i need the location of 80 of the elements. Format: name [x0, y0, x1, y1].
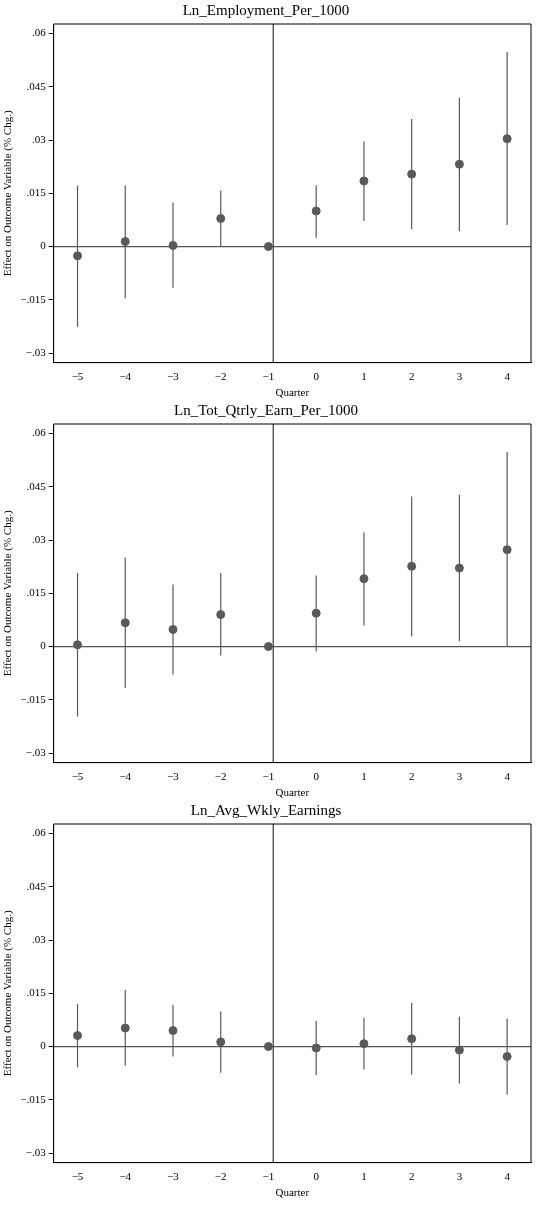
x-tick-label: −3: [167, 1170, 180, 1183]
x-tick-label: 2: [408, 370, 415, 383]
y-tick-label: −.015: [20, 1092, 47, 1105]
point: [216, 214, 226, 223]
x-tick-label: 3: [456, 1170, 463, 1183]
point: [263, 242, 273, 252]
x-tick-label: −4: [119, 1170, 132, 1183]
y-tick-label: .045: [26, 479, 47, 492]
y-tick-label: .045: [26, 879, 47, 892]
point: [502, 545, 512, 555]
x-tick-label: 3: [456, 770, 463, 783]
y-axis-title: Effect on Outcome Variable (% Chg.): [1, 510, 15, 677]
y-tick-label: 0: [40, 639, 47, 652]
point: [359, 176, 369, 186]
y-tick-label: −.015: [20, 292, 47, 305]
y-axis-title: Effect on Outcome Variable (% Chg.): [1, 910, 15, 1077]
x-tick-label: −4: [119, 770, 132, 783]
point: [73, 640, 83, 650]
y-tick-label: .03: [31, 932, 47, 945]
point: [120, 237, 130, 247]
point: [263, 642, 273, 652]
x-tick-label: −1: [262, 770, 275, 783]
x-tick-label: −5: [71, 770, 84, 783]
x-tick-label: −3: [167, 370, 180, 383]
x-axis-title: Quarter: [275, 386, 310, 399]
x-tick-label: −4: [119, 370, 132, 383]
x-tick-label: −2: [214, 770, 227, 783]
x-tick-label: −1: [262, 1170, 275, 1183]
y-tick-label: −.03: [25, 1145, 47, 1158]
x-tick-label: 1: [361, 1170, 367, 1183]
point: [502, 134, 512, 144]
point: [454, 563, 464, 573]
y-tick-label: 0: [40, 1039, 47, 1052]
x-tick-label: 0: [313, 1170, 320, 1183]
point: [120, 618, 130, 628]
point: [73, 251, 83, 261]
x-axis-title: Quarter: [275, 786, 310, 799]
x-tick-label: 2: [408, 770, 415, 783]
x-tick-label: 2: [408, 1170, 415, 1183]
chart-title: Ln_Avg_Wkly_Earnings: [190, 801, 342, 818]
x-tick-label: −1: [262, 370, 275, 383]
y-tick-label: −.03: [25, 745, 47, 758]
x-tick-label: −2: [214, 1170, 227, 1183]
point: [168, 625, 178, 634]
point: [407, 169, 417, 179]
point: [216, 610, 226, 620]
x-tick-label: −2: [214, 370, 227, 383]
y-tick-label: .06: [31, 826, 47, 839]
y-tick-label: −.03: [25, 345, 47, 358]
y-tick-label: .015: [26, 186, 47, 199]
x-tick-label: −5: [71, 1170, 84, 1183]
point: [311, 206, 321, 216]
x-axis-title: Quarter: [275, 1186, 310, 1199]
x-tick-label: 4: [504, 370, 511, 383]
x-tick-label: 4: [504, 770, 511, 783]
point: [407, 561, 417, 571]
y-tick-label: 0: [40, 239, 47, 252]
chart-title: Ln_Tot_Qtrly_Earn_Per_1000: [174, 401, 358, 418]
y-axis-title: Effect on Outcome Variable (% Chg.): [1, 110, 15, 277]
y-tick-label: .03: [31, 532, 47, 545]
x-tick-label: 0: [313, 370, 320, 383]
x-tick-label: 1: [361, 770, 367, 783]
y-tick-label: .03: [31, 132, 47, 145]
y-tick-label: −.015: [20, 692, 47, 705]
y-tick-label: .045: [26, 79, 47, 92]
x-tick-label: 4: [504, 1170, 511, 1183]
y-tick-label: .015: [26, 986, 47, 999]
x-tick-label: 0: [313, 770, 320, 783]
x-tick-label: 3: [456, 370, 463, 383]
x-tick-label: −3: [167, 770, 180, 783]
point: [311, 608, 321, 618]
y-tick-label: .06: [31, 26, 47, 39]
point: [454, 159, 464, 169]
y-tick-label: .06: [31, 426, 47, 439]
y-tick-label: .015: [26, 586, 47, 599]
point: [168, 240, 178, 250]
x-tick-label: 1: [361, 370, 367, 383]
chart-title: Ln_Employment_Per_1000: [182, 1, 350, 18]
point: [359, 574, 369, 584]
x-tick-label: −5: [71, 370, 84, 383]
